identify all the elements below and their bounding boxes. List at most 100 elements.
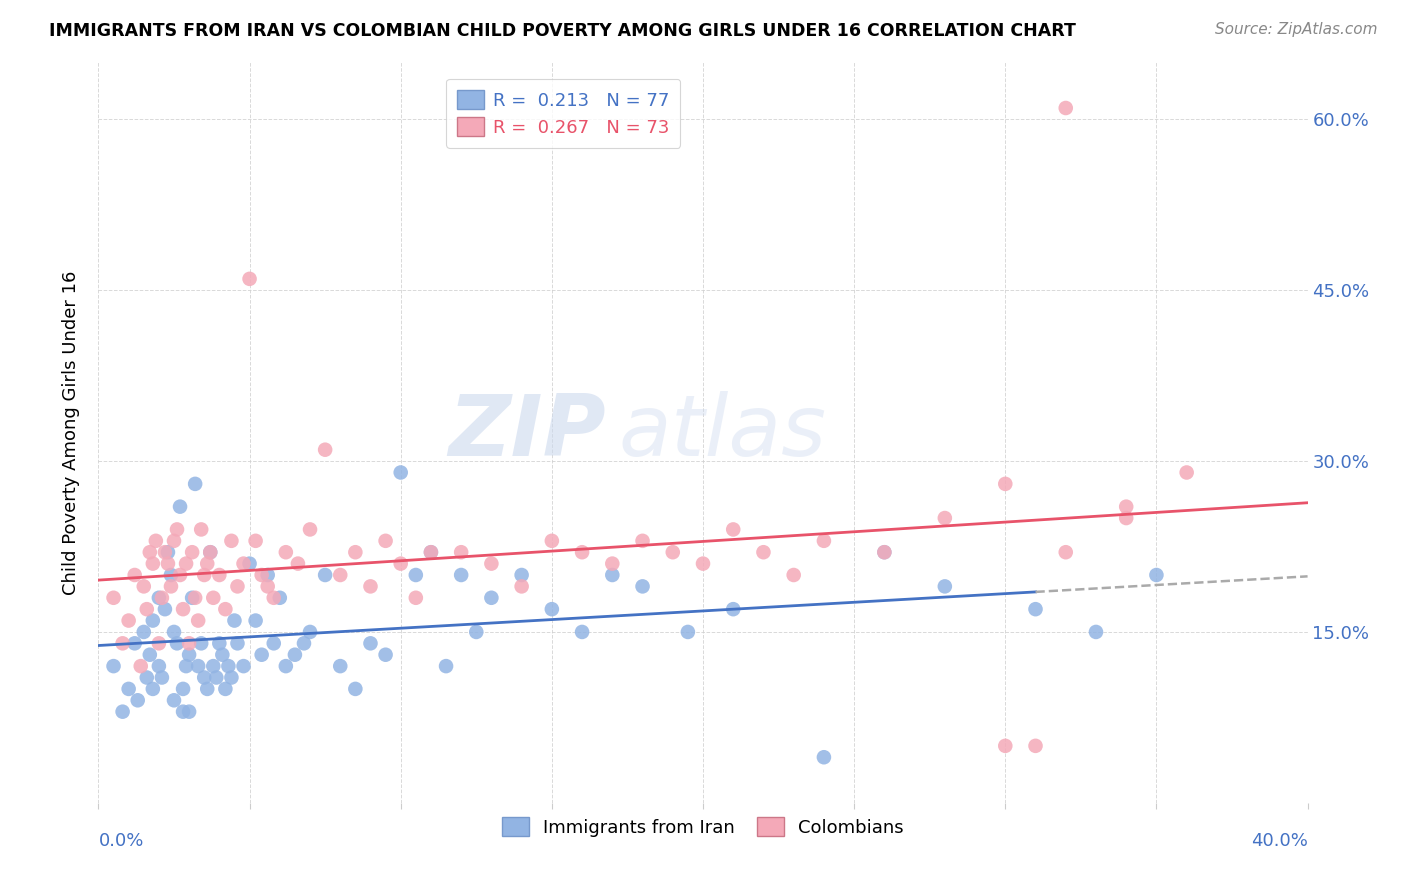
Point [187, 659, 209, 673]
Point [184, 591, 207, 605]
Point [187, 614, 209, 628]
Point [389, 466, 412, 480]
Y-axis label: Child Poverty Among Girls Under 16: Child Poverty Among Girls Under 16 [62, 270, 80, 595]
Point [135, 671, 157, 685]
Point [174, 659, 197, 673]
Point [481, 591, 503, 605]
Point [692, 557, 714, 571]
Point [292, 636, 315, 650]
Point [211, 648, 233, 662]
Point [179, 705, 201, 719]
Point [208, 636, 231, 650]
Point [239, 557, 262, 571]
Point [274, 659, 297, 673]
Point [873, 545, 896, 559]
Text: atlas: atlas [619, 391, 827, 475]
Point [994, 476, 1017, 491]
Point [135, 602, 157, 616]
Point [111, 705, 134, 719]
Point [145, 533, 167, 548]
Legend: Immigrants from Iran, Colombians: Immigrants from Iran, Colombians [494, 807, 912, 846]
Point [934, 511, 956, 525]
Point [540, 533, 562, 548]
Point [179, 636, 201, 650]
Point [169, 500, 191, 514]
Point [148, 591, 170, 605]
Point [540, 602, 562, 616]
Point [813, 533, 835, 548]
Point [360, 579, 382, 593]
Point [374, 533, 396, 548]
Point [202, 591, 225, 605]
Point [344, 681, 367, 696]
Point [111, 636, 134, 650]
Point [179, 648, 201, 662]
Point [873, 545, 896, 559]
Point [181, 545, 204, 559]
Point [195, 681, 218, 696]
Point [132, 579, 155, 593]
Point [245, 533, 267, 548]
Point [181, 591, 204, 605]
Point [150, 671, 173, 685]
Point [239, 272, 262, 286]
Point [148, 636, 170, 650]
Point [571, 624, 593, 639]
Point [169, 568, 191, 582]
Point [329, 568, 352, 582]
Point [190, 636, 212, 650]
Point [250, 568, 273, 582]
Point [661, 545, 683, 559]
Point [1054, 101, 1077, 115]
Point [139, 648, 162, 662]
Point [1175, 466, 1198, 480]
Point [160, 579, 183, 593]
Point [118, 681, 141, 696]
Point [172, 602, 194, 616]
Point [200, 545, 222, 559]
Point [631, 579, 654, 593]
Point [245, 614, 267, 628]
Point [166, 523, 188, 537]
Point [103, 591, 125, 605]
Point [256, 568, 278, 582]
Point [224, 614, 246, 628]
Point [118, 614, 141, 628]
Point [1115, 511, 1137, 525]
Point [510, 568, 533, 582]
Point [994, 739, 1017, 753]
Point [190, 523, 212, 537]
Point [676, 624, 699, 639]
Point [250, 648, 273, 662]
Point [602, 557, 624, 571]
Point [450, 545, 472, 559]
Point [153, 545, 176, 559]
Point [205, 671, 228, 685]
Point [166, 636, 188, 650]
Text: IMMIGRANTS FROM IRAN VS COLOMBIAN CHILD POVERTY AMONG GIRLS UNDER 16 CORRELATION: IMMIGRANTS FROM IRAN VS COLOMBIAN CHILD … [49, 22, 1076, 40]
Point [226, 636, 249, 650]
Point [163, 624, 186, 639]
Point [752, 545, 775, 559]
Point [148, 659, 170, 673]
Point [299, 523, 322, 537]
Point [360, 636, 382, 650]
Point [329, 659, 352, 673]
Point [193, 671, 215, 685]
Text: ZIP: ZIP [449, 391, 606, 475]
Point [127, 693, 149, 707]
Point [571, 545, 593, 559]
Point [314, 568, 336, 582]
Point [226, 579, 249, 593]
Point [124, 568, 146, 582]
Point [172, 705, 194, 719]
Point [232, 659, 254, 673]
Point [142, 681, 165, 696]
Point [405, 568, 427, 582]
Point [172, 681, 194, 696]
Point [263, 636, 285, 650]
Point [142, 614, 165, 628]
Point [1144, 568, 1167, 582]
Point [284, 648, 307, 662]
Point [723, 602, 745, 616]
